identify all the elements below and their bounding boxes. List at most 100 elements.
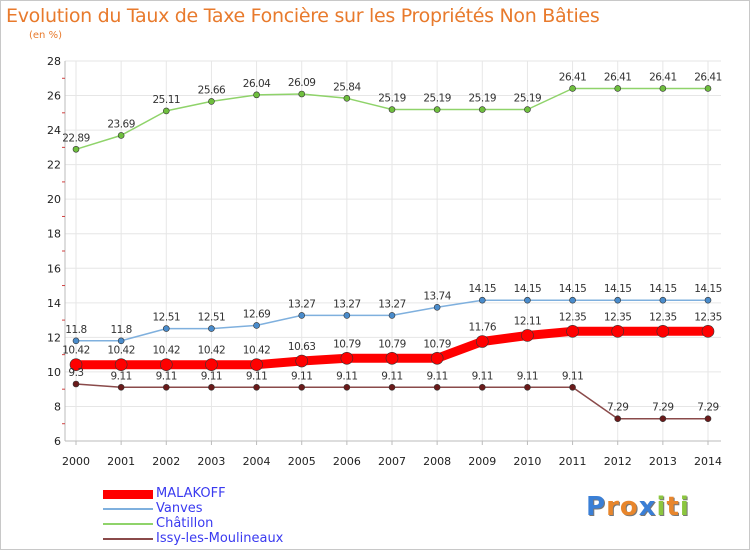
data-label-vanves: 14.15: [514, 283, 542, 295]
data-point-malakoff: [385, 351, 399, 365]
data-label-malakoff: 12.35: [559, 311, 587, 323]
data-label-malakoff: 10.42: [107, 345, 135, 357]
logo-letter: i: [656, 492, 667, 522]
y-tick-label: 8: [54, 400, 61, 413]
data-label-ch-tillon: 25.19: [378, 93, 406, 105]
data-point-ch-tillon: [388, 106, 396, 113]
legend-swatch: [103, 489, 153, 499]
proxiti-logo: Proxiti: [586, 492, 690, 522]
data-label-malakoff: 11.76: [469, 322, 497, 334]
data-label-issy-les-moulineaux: 9.11: [291, 370, 312, 382]
data-label-vanves: 14.15: [469, 283, 497, 295]
data-point-malakoff: [340, 351, 354, 365]
y-tick-label: 10: [47, 366, 61, 379]
data-point-vanves: [162, 325, 170, 332]
logo-letter: i: [679, 492, 690, 522]
data-label-vanves: 13.27: [378, 298, 406, 310]
data-label-vanves: 14.15: [604, 283, 632, 295]
data-point-issy-les-moulineaux: [117, 383, 125, 391]
data-point-ch-tillon: [343, 95, 351, 102]
data-label-malakoff: 10.79: [423, 338, 451, 350]
data-label-vanves: 12.51: [153, 312, 181, 324]
data-label-issy-les-moulineaux: 9.11: [336, 370, 357, 382]
y-tick-label: 6: [54, 435, 61, 448]
data-label-ch-tillon: 26.41: [604, 71, 632, 83]
data-point-ch-tillon: [298, 90, 306, 98]
data-label-vanves: 11.8: [65, 324, 86, 336]
data-point-vanves: [524, 296, 531, 304]
data-point-ch-tillon: [253, 91, 260, 99]
data-point-vanves: [117, 337, 125, 345]
data-label-vanves: 13.27: [288, 298, 316, 310]
data-point-ch-tillon: [117, 132, 125, 139]
data-label-vanves: 12.51: [198, 312, 226, 324]
data-point-malakoff: [566, 325, 579, 338]
logo-letter: x: [638, 492, 657, 522]
data-label-vanves: 14.15: [649, 283, 677, 295]
x-tick-label: 2013: [649, 455, 677, 468]
data-label-malakoff: 10.79: [333, 338, 361, 350]
data-label-ch-tillon: 26.41: [649, 71, 677, 83]
x-tick-label: 2003: [197, 455, 225, 468]
data-label-issy-les-moulineaux: 9.3: [68, 367, 83, 379]
x-tick-label: 2005: [288, 455, 316, 468]
data-point-vanves: [253, 322, 260, 329]
data-point-malakoff: [69, 358, 83, 371]
data-point-issy-les-moulineaux: [298, 383, 306, 391]
data-point-malakoff: [656, 325, 670, 338]
data-label-issy-les-moulineaux: 9.11: [426, 370, 447, 382]
data-label-malakoff: 12.35: [694, 311, 722, 323]
data-label-ch-tillon: 26.09: [288, 77, 316, 89]
data-point-malakoff: [114, 358, 128, 371]
data-point-issy-les-moulineaux: [614, 415, 622, 423]
data-label-vanves: 13.74: [423, 290, 451, 302]
x-tick-label: 2011: [559, 455, 587, 468]
data-point-malakoff: [701, 325, 715, 338]
data-label-malakoff: 10.42: [153, 345, 181, 357]
data-label-issy-les-moulineaux: 9.11: [110, 370, 131, 382]
data-label-malakoff: 10.42: [62, 345, 90, 357]
data-point-ch-tillon: [162, 107, 170, 115]
data-label-malakoff: 12.35: [649, 311, 677, 323]
x-tick-label: 2012: [604, 455, 632, 468]
x-tick-label: 2004: [243, 455, 271, 468]
data-label-issy-les-moulineaux: 9.11: [156, 370, 177, 382]
data-point-ch-tillon: [72, 145, 80, 153]
data-label-vanves: 14.15: [694, 283, 722, 295]
data-point-malakoff: [611, 325, 625, 338]
data-label-issy-les-moulineaux: 9.11: [517, 370, 538, 382]
y-tick-label: 14: [47, 297, 61, 310]
data-point-vanves: [72, 337, 80, 345]
plot-area: [65, 61, 721, 441]
data-point-vanves: [478, 296, 486, 304]
y-tick-label: 16: [47, 262, 61, 275]
data-label-issy-les-moulineaux: 7.29: [697, 402, 718, 414]
y-tick-label: 22: [47, 159, 61, 172]
data-label-malakoff: 10.42: [243, 345, 271, 357]
data-point-ch-tillon: [208, 98, 215, 105]
data-label-ch-tillon: 23.69: [107, 118, 135, 130]
legend-label: Vanves: [156, 501, 203, 516]
data-point-issy-les-moulineaux: [343, 383, 351, 391]
data-point-issy-les-moulineaux: [388, 383, 396, 391]
data-label-ch-tillon: 25.19: [469, 93, 497, 105]
data-point-ch-tillon: [659, 85, 667, 92]
legend-label: Issy-les-Moulineaux: [156, 531, 284, 546]
data-point-ch-tillon: [524, 106, 531, 113]
data-point-vanves: [208, 325, 215, 332]
data-point-issy-les-moulineaux: [253, 383, 260, 391]
data-point-vanves: [659, 296, 667, 304]
data-label-issy-les-moulineaux: 7.29: [607, 402, 628, 414]
data-point-malakoff: [205, 358, 218, 371]
data-label-ch-tillon: 25.66: [198, 84, 226, 96]
data-label-ch-tillon: 22.89: [62, 132, 90, 144]
data-label-malakoff: 12.11: [514, 315, 542, 327]
logo-letter: t: [666, 492, 680, 522]
x-tick-label: 2010: [513, 455, 541, 468]
data-label-issy-les-moulineaux: 9.11: [472, 370, 493, 382]
data-label-vanves: 11.8: [110, 324, 131, 336]
data-point-ch-tillon: [614, 85, 622, 92]
data-label-malakoff: 10.63: [288, 341, 316, 353]
data-point-issy-les-moulineaux: [569, 383, 576, 391]
